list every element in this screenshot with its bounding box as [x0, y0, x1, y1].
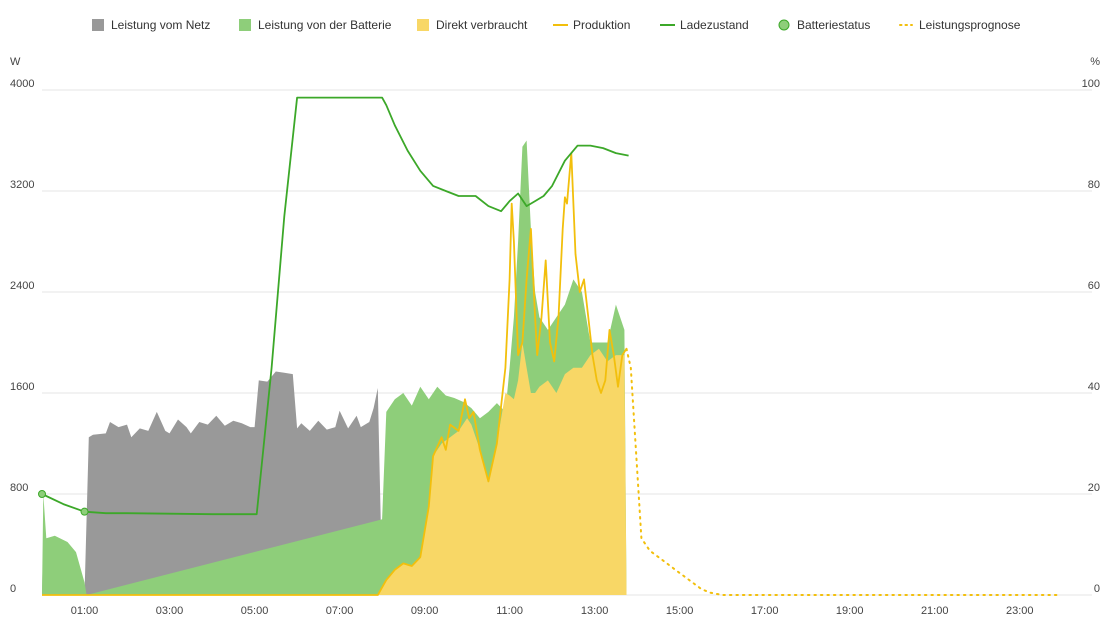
legend-swatch — [778, 19, 790, 31]
chart-lines — [38, 96, 1059, 596]
x-tick: 11:00 — [496, 605, 523, 617]
legend-item-ladezustand[interactable]: Ladezustand — [660, 18, 749, 32]
legend-label: Leistungsprognose — [919, 18, 1021, 32]
battery-status-marker — [38, 490, 46, 498]
legend-item-leistung-vom-netz[interactable]: Leistung vom Netz — [92, 18, 210, 32]
x-tick: 21:00 — [921, 605, 949, 617]
x-tick: 01:00 — [71, 605, 99, 617]
y-right-tick: 20 — [1088, 482, 1100, 494]
line-ladezustand — [41, 96, 629, 516]
legend-label: Leistung vom Netz — [111, 18, 210, 32]
y-left-tick: 3200 — [10, 179, 34, 191]
x-tick: 23:00 — [1006, 605, 1034, 617]
y-left-tick: 1600 — [10, 381, 34, 393]
legend-label: Ladezustand — [680, 18, 749, 32]
y-right-tick: 40 — [1088, 381, 1100, 393]
x-tick: 19:00 — [836, 605, 864, 617]
y-right-tick: 80 — [1088, 179, 1100, 191]
y-right-tick: 100 — [1082, 78, 1100, 90]
x-tick: 03:00 — [156, 605, 184, 617]
legend-swatch — [92, 19, 104, 31]
x-tick: 07:00 — [326, 605, 354, 617]
legend-label: Produktion — [573, 18, 630, 32]
legend-item-batteriestatus[interactable]: Batteriestatus — [778, 18, 870, 32]
y-right-tick: 0 — [1094, 583, 1100, 595]
legend-item-direkt-verbraucht[interactable]: Direkt verbraucht — [417, 18, 528, 32]
y-left-tick: 2400 — [10, 280, 34, 292]
legend-swatch — [417, 19, 429, 31]
line-produktion — [42, 152, 628, 596]
y-left-tick: 0 — [10, 583, 16, 595]
area-direkt-verbraucht — [42, 342, 627, 595]
legend-item-leistung-von-der-batterie[interactable]: Leistung von der Batterie — [239, 18, 392, 32]
y-left-tick: 4000 — [10, 78, 34, 90]
battery-status-marker — [80, 507, 89, 516]
legend-label: Direkt verbraucht — [436, 18, 528, 32]
line-leistungsprognose — [625, 347, 1059, 596]
area-leistung-vom-netz — [42, 371, 387, 595]
legend-label: Batteriestatus — [797, 18, 870, 32]
y-right-tick: 60 — [1088, 280, 1100, 292]
x-tick: 05:00 — [241, 605, 269, 617]
x-tick: 09:00 — [411, 605, 439, 617]
chart-legend: Leistung vom Netz Leistung von der Batter… — [92, 18, 1021, 32]
y-left-tick: 800 — [10, 482, 28, 494]
legend-swatch — [239, 19, 251, 31]
x-tick: 15:00 — [666, 605, 694, 617]
legend-item-leistungsprognose[interactable]: Leistungsprognose — [899, 18, 1021, 32]
x-tick: 17:00 — [751, 605, 779, 617]
chart-axes: W % 0 800 1600 2400 3200 4000 0 20 40 60 80 100 01:0… — [10, 56, 1100, 617]
x-tick: 13:00 — [581, 605, 609, 617]
y-left-unit: W — [10, 56, 21, 68]
legend-label: Leistung von der Batterie — [258, 18, 392, 32]
legend-item-produktion[interactable]: Produktion — [553, 18, 630, 32]
y-right-unit: % — [1090, 56, 1100, 68]
chart-areas — [42, 140, 627, 595]
